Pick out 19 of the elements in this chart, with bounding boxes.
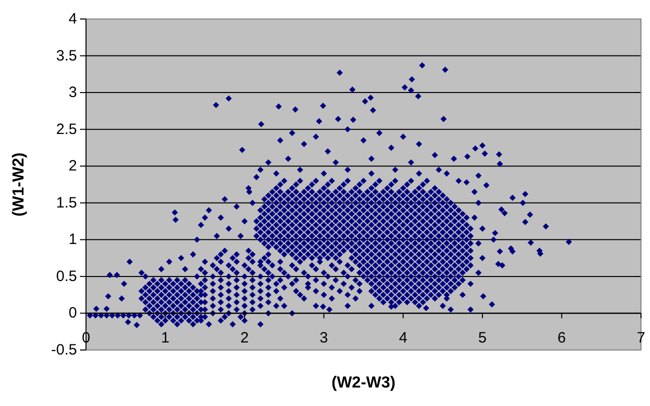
x-tick-label: 2: [240, 330, 249, 347]
x-tick-label: 6: [558, 330, 566, 347]
x-tick-label: 7: [636, 330, 646, 347]
x-tick-label: 1: [161, 330, 170, 347]
x-tick-label: 4: [398, 330, 408, 347]
y-tick-label: 2.5: [56, 120, 77, 138]
y-tick-label: 4: [68, 10, 77, 28]
y-tick-label: 3: [68, 84, 77, 102]
y-tick-label: -0.5: [51, 342, 77, 358]
y-tick-label: 0.5: [56, 268, 77, 285]
y-tick-label: 0: [68, 304, 77, 322]
y-tick-label: 3.5: [56, 47, 77, 64]
y-tick-label: 2: [68, 158, 77, 175]
x-tick-label: 5: [478, 330, 487, 347]
x-tick-label: 3: [320, 330, 328, 347]
y-tick-label: 1: [68, 231, 77, 248]
x-axis-title: (W2-W3): [332, 374, 396, 392]
y-axis-title: (W1-W2): [10, 152, 28, 216]
y-tick-label: 1.5: [56, 194, 77, 212]
